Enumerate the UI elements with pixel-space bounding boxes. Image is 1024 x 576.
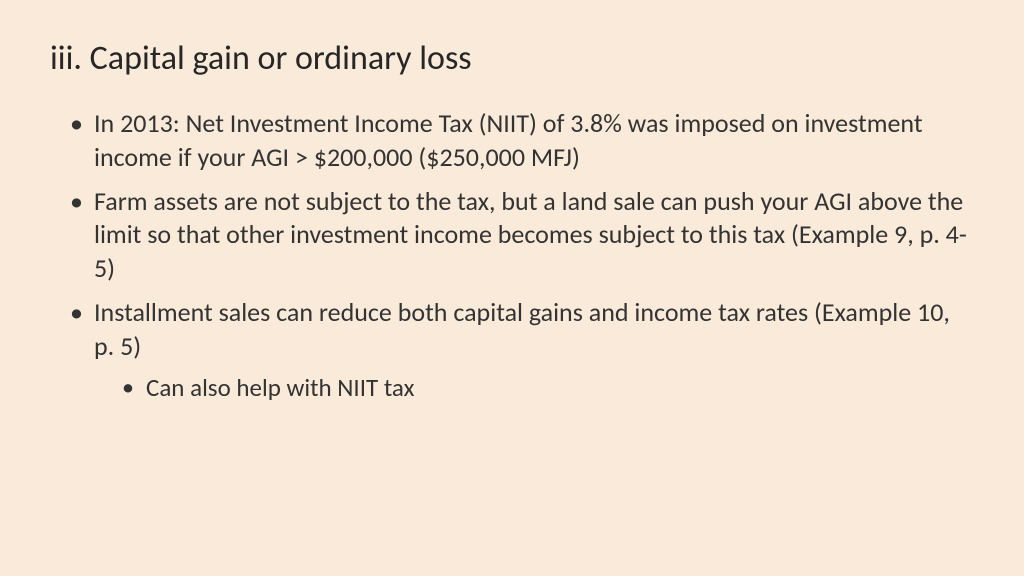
bullet-text: Farm assets are not subject to the tax, … <box>94 185 967 285</box>
sub-bullet-item: Can also help with NIIT tax <box>122 372 974 405</box>
bullet-text: Installment sales can reduce both capita… <box>94 296 950 362</box>
bullet-list: In 2013: Net Investment Income Tax (NIIT… <box>50 107 974 404</box>
bullet-item: Farm assets are not subject to the tax, … <box>70 185 974 286</box>
bullet-item: Installment sales can reduce both capita… <box>70 296 974 404</box>
slide-title: iii. Capital gain or ordinary loss <box>50 38 974 79</box>
bullet-item: In 2013: Net Investment Income Tax (NIIT… <box>70 107 974 175</box>
bullet-text: In 2013: Net Investment Income Tax (NIIT… <box>94 107 923 173</box>
sub-bullet-list: Can also help with NIIT tax <box>94 372 974 405</box>
sub-bullet-text: Can also help with NIIT tax <box>146 372 415 403</box>
